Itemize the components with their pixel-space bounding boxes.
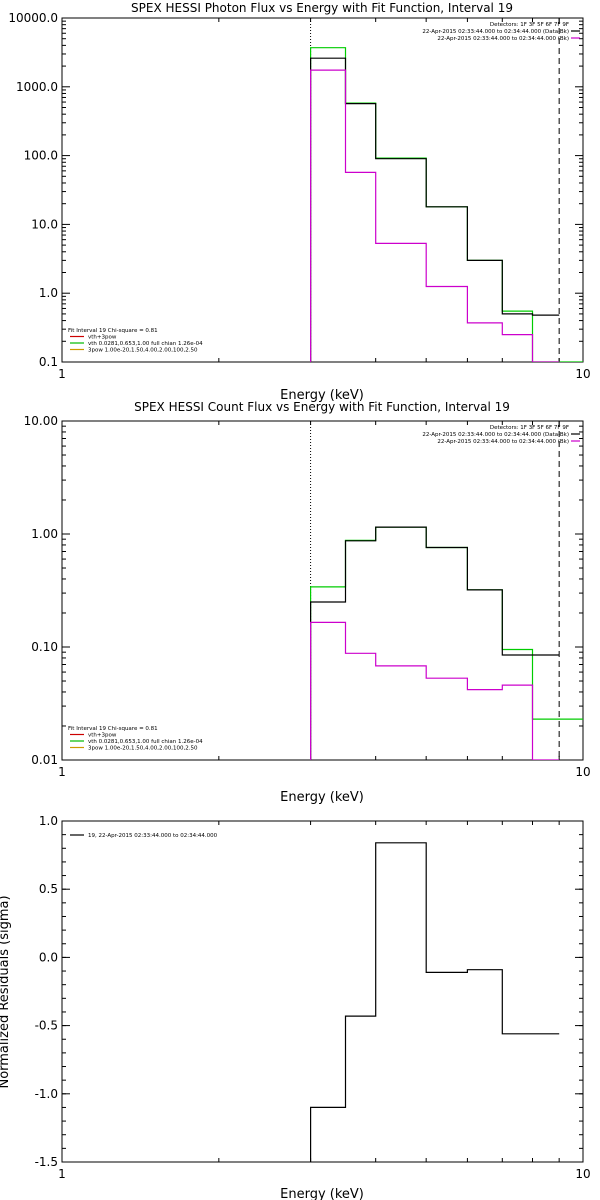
x-tick-label: 1 <box>58 765 66 779</box>
x-tick-label: 10 <box>575 367 590 381</box>
y-tick-label: 0.1 <box>39 355 58 369</box>
y-tick-label: 0.10 <box>31 640 58 654</box>
y-tick-label: -0.5 <box>35 1019 58 1033</box>
y-tick-label: -1.5 <box>35 1155 58 1169</box>
y-tick-label: 10.00 <box>24 414 58 428</box>
x-tick-label: 1 <box>58 1167 66 1181</box>
count-flux-panel: SPEX HESSI Count Flux vs Energy with Fit… <box>24 400 591 805</box>
y-tick-label: 10000.0 <box>8 11 58 25</box>
y-tick-label: 1.0 <box>39 814 58 828</box>
x-axis-label: Energy (keV) <box>280 388 364 403</box>
legend-entry: 3pow 1.00e-20,1.50,4.00,2.00,100,2.50 <box>88 348 198 354</box>
legend-entry: 3pow 1.00e-20,1.50,4.00,2.00,100,2.50 <box>88 746 198 752</box>
y-tick-label: -1.0 <box>35 1087 58 1101</box>
series-histogram <box>310 621 560 760</box>
y-axis-label: Normalized Residuals (sigma) <box>0 895 12 1088</box>
y-tick-label: 10.0 <box>31 217 58 231</box>
x-tick-label: 10 <box>575 1167 590 1181</box>
x-axis-label: Energy (keV) <box>280 1187 364 1200</box>
header-line: 22-Apr-2015 02:33:44.000 to 02:34:44.000… <box>437 439 569 445</box>
header-line: 22-Apr-2015 02:33:44.000 to 02:34:44.000… <box>422 29 569 35</box>
plot-frame <box>61 820 584 1163</box>
series-histogram <box>310 842 560 1162</box>
legend-entry: vth+3pow <box>88 335 117 341</box>
legend-entry: Fit Interval 19 Chi-square = 0.81 <box>68 328 158 334</box>
series-histogram <box>310 57 560 362</box>
series-histogram <box>310 526 583 760</box>
y-tick-label: 1.00 <box>31 527 58 541</box>
legend-entry: vth+3pow <box>88 733 117 739</box>
legend-entry: vth 0.0281,0.653,1.00 full chian 1.26e-0… <box>88 739 203 745</box>
legend-entry: vth 0.0281,0.653,1.00 full chian 1.26e-0… <box>88 341 203 347</box>
photon-flux-panel: SPEX HESSI Photon Flux vs Energy with Fi… <box>8 1 590 403</box>
header-line: Detectors: 1F 3F 5F 6F 7F 9F <box>490 425 569 431</box>
legend-entry: 19, 22-Apr-2015 02:33:44.000 to 02:34:44… <box>88 833 218 839</box>
x-tick-label: 10 <box>575 765 590 779</box>
series-histogram <box>310 526 560 760</box>
y-tick-label: 0.01 <box>31 753 58 767</box>
plot-frame <box>61 17 584 363</box>
y-tick-label: 0.5 <box>39 882 58 896</box>
header-line: 22-Apr-2015 02:33:44.000 to 02:34:44.000… <box>437 36 569 42</box>
panel-title: SPEX HESSI Photon Flux vs Energy with Fi… <box>131 1 513 15</box>
plot-frame <box>61 420 584 761</box>
y-tick-label: 1000.0 <box>16 80 58 94</box>
header-line: Detectors: 1F 3F 5F 6F 7F 9F <box>490 22 569 28</box>
y-tick-label: 1.0 <box>39 286 58 300</box>
x-axis-label: Energy (keV) <box>280 790 364 805</box>
y-tick-label: 0.0 <box>39 950 58 964</box>
series-histogram <box>310 69 560 362</box>
y-tick-label: 100.0 <box>24 149 58 163</box>
panel-title: SPEX HESSI Count Flux vs Energy with Fit… <box>134 400 510 414</box>
header-line: 22-Apr-2015 02:33:44.000 to 02:34:44.000… <box>422 432 569 438</box>
legend-entry: Fit Interval 19 Chi-square = 0.81 <box>68 726 158 732</box>
x-tick-label: 1 <box>58 367 66 381</box>
residuals-panel: Energy (keV) Normalized Residuals (sigma… <box>0 814 591 1200</box>
